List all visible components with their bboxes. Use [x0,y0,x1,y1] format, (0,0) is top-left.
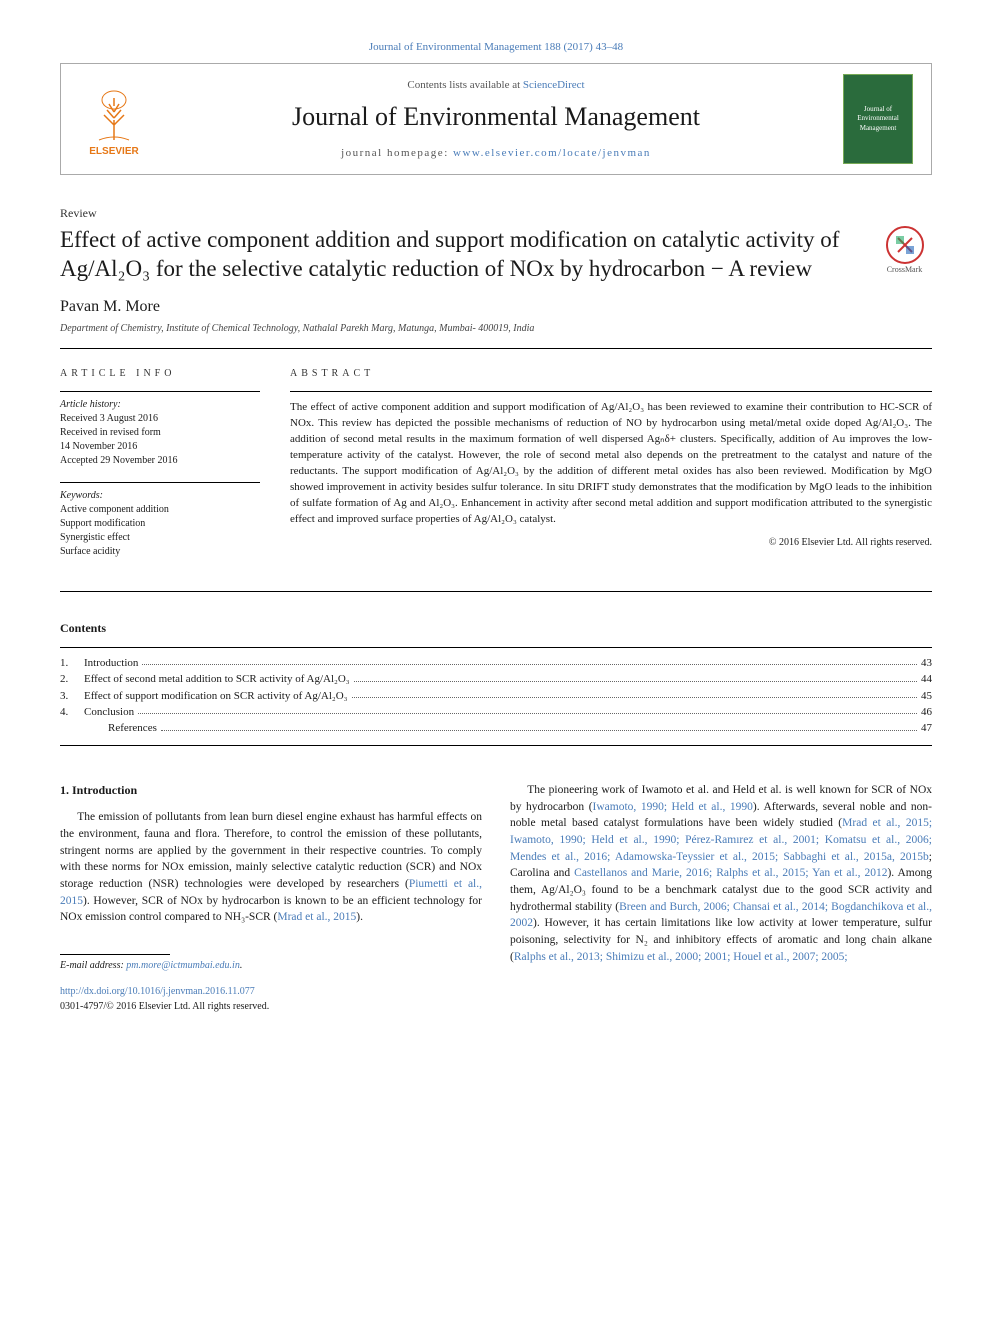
crossmark-badge[interactable]: CrossMark [877,226,932,281]
article-keywords: Keywords: Active component addition Supp… [60,482,260,559]
crossmark-label: CrossMark [887,264,923,275]
toc-num [84,721,108,736]
elsevier-tree-icon [89,90,139,145]
journal-name: Journal of Environmental Management [167,99,825,135]
history-line: Received in revised form [60,426,260,440]
toc-label: Introduction [84,656,138,671]
email-link[interactable]: pm.more@ictmumbai.edu.in [126,960,240,971]
toc-num: 4. [60,705,84,720]
toc-num: 2. [60,672,84,687]
journal-header: ELSEVIER Contents lists available at Sci… [60,63,932,175]
toc-page: 43 [921,656,932,671]
toc-page: 47 [921,721,932,736]
article-history: Article history: Received 3 August 2016 … [60,391,260,468]
elsevier-logo: ELSEVIER [79,79,149,159]
keywords-label: Keywords: [60,489,260,503]
citation-link[interactable]: Mrad et al., 2015 [277,911,356,923]
abstract-heading: ABSTRACT [290,367,932,381]
author-name: Pavan M. More [60,296,932,318]
sciencedirect-link[interactable]: ScienceDirect [523,79,585,91]
abstract-text: The effect of active component addition … [290,391,932,528]
header-center: Contents lists available at ScienceDirec… [167,78,825,161]
toc-num: 1. [60,656,84,671]
body-columns: 1. Introduction The emission of pollutan… [60,782,932,1015]
history-label: Article history: [60,398,260,412]
history-line: Accepted 29 November 2016 [60,454,260,468]
toc-num: 3. [60,689,84,704]
toc-row[interactable]: References 47 [60,721,932,736]
intro-text-2: ). However, SCR of NOx by hydrocarbon is… [60,895,482,924]
article-info-heading: ARTICLE INFO [60,367,260,381]
toc-dots [138,702,917,714]
keyword: Surface acidity [60,545,260,559]
issn-line: 0301-4797/© 2016 Elsevier Ltd. All right… [60,1000,482,1015]
homepage-line: journal homepage: www.elsevier.com/locat… [167,146,825,161]
article-title: Effect of active component addition and … [60,226,867,284]
rule-top [60,348,932,349]
homepage-link[interactable]: www.elsevier.com/locate/jenvman [453,147,651,159]
crossmark-icon [886,226,924,264]
doi-block: http://dx.doi.org/10.1016/j.jenvman.2016… [60,985,482,1014]
history-line: 14 November 2016 [60,440,260,454]
contents-section: Contents 1.Introduction 43 2.Effect of sec… [60,620,932,746]
toc-dots [142,653,917,665]
toc-page: 44 [921,672,932,687]
homepage-prefix: journal homepage: [341,147,453,159]
citation-link[interactable]: Ralphs et al., 2013; Shimizu et al., 200… [514,951,848,963]
footer-rule [60,954,170,955]
toc-page: 45 [921,689,932,704]
keyword: Support modification [60,517,260,531]
rule-toc-bottom [60,745,932,746]
history-line: Received 3 August 2016 [60,412,260,426]
journal-cover-thumb: Journal of Environmental Management [843,74,913,164]
column-left: 1. Introduction The emission of pollutan… [60,782,482,1015]
article-info-block: ARTICLE INFO Article history: Received 3… [60,367,260,573]
toc-dots [352,686,918,698]
toc-label: Effect of second metal addition to SCR a… [84,672,350,687]
citation-link[interactable]: Iwamoto, 1990; Held et al., 1990 [593,801,753,813]
toc-dots [354,669,917,681]
page-footer-left: E-mail address: pm.more@ictmumbai.edu.in… [60,954,482,1015]
table-of-contents: 1.Introduction 43 2.Effect of second metal… [60,647,932,737]
top-citation-link[interactable]: Journal of Environmental Management 188 … [369,41,623,53]
section-heading-intro: 1. Introduction [60,782,482,799]
abstract-copyright: © 2016 Elsevier Ltd. All rights reserved… [290,536,932,550]
intro-paragraph: The emission of pollutants from lean bur… [60,809,482,926]
abstract-block: ABSTRACT The effect of active component … [290,367,932,573]
doi-link[interactable]: http://dx.doi.org/10.1016/j.jenvman.2016… [60,986,255,997]
contents-heading: Contents [60,620,932,637]
intro-paragraph-right: The pioneering work of Iwamoto et al. an… [510,782,932,965]
cover-text: Journal of Environmental Management [848,105,908,134]
top-citation: Journal of Environmental Management 188 … [60,40,932,55]
contents-prefix: Contents lists available at [407,79,522,91]
toc-label: References [108,721,157,736]
author-affiliation: Department of Chemistry, Institute of Ch… [60,322,932,336]
corresponding-email: E-mail address: pm.more@ictmumbai.edu.in… [60,959,482,974]
toc-label: Conclusion [84,705,134,720]
column-right: The pioneering work of Iwamoto et al. an… [510,782,932,1015]
rule-mid [60,591,932,592]
email-label: E-mail address: [60,960,126,971]
keyword: Synergistic effect [60,531,260,545]
citation-link[interactable]: Castellanos and Marie, 2016; Ralphs et a… [574,867,887,879]
intro-text-3: ). [356,911,363,923]
toc-page: 46 [921,705,932,720]
toc-dots [161,718,917,730]
elsevier-label: ELSEVIER [89,145,138,159]
keyword: Active component addition [60,503,260,517]
article-type: Review [60,205,932,222]
contents-available-line: Contents lists available at ScienceDirec… [167,78,825,93]
